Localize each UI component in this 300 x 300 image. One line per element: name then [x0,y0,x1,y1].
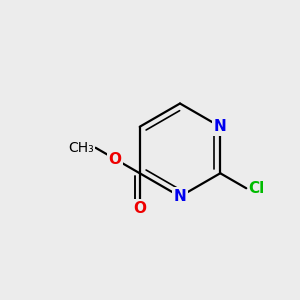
Text: CH₃: CH₃ [68,141,94,155]
Text: N: N [174,189,186,204]
Text: N: N [214,119,226,134]
Text: O: O [133,201,146,216]
Text: Cl: Cl [248,181,264,196]
Text: O: O [109,152,122,166]
